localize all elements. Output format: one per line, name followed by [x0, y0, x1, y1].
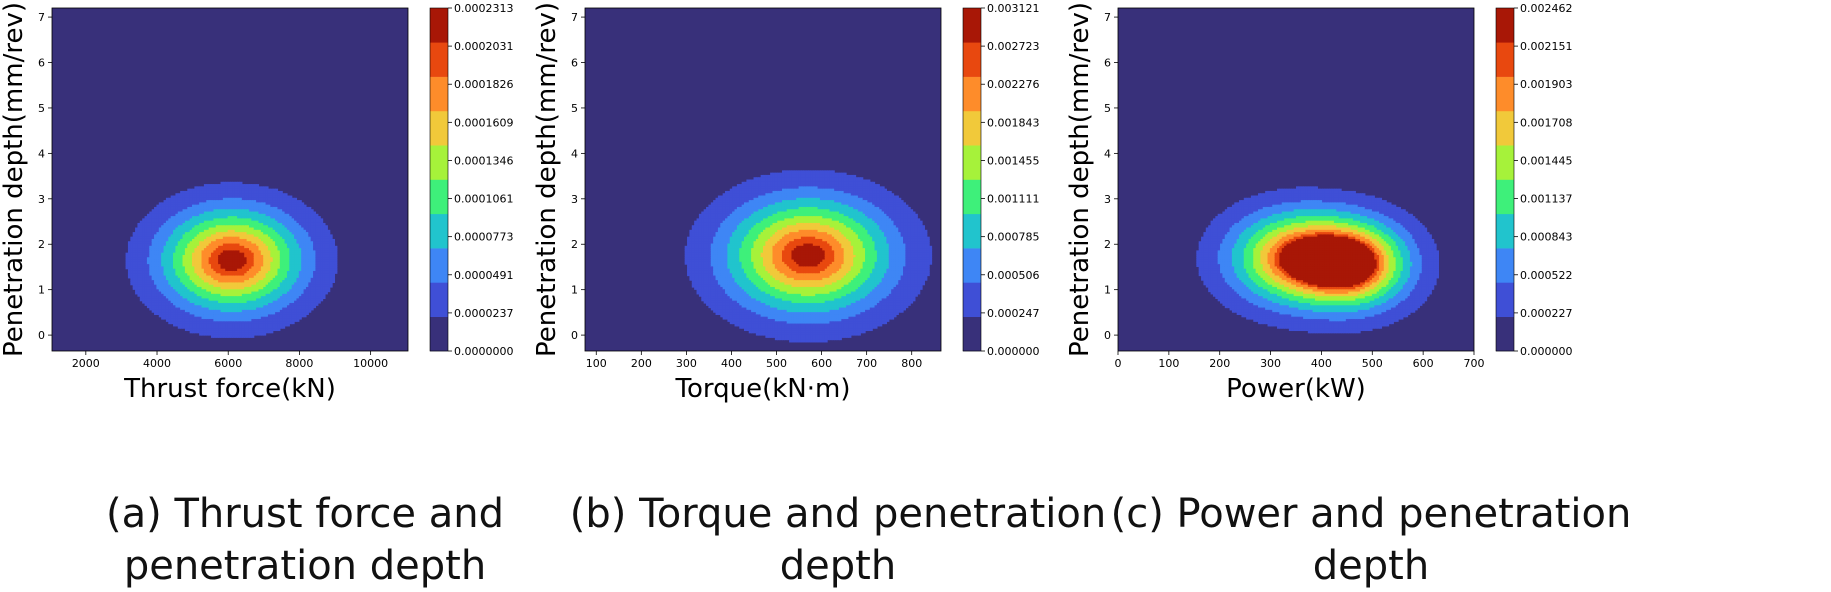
contour-cell — [332, 280, 335, 283]
colorbar-segment — [430, 145, 448, 180]
y-tick-label: 1 — [38, 284, 45, 297]
contour-fill — [126, 182, 338, 338]
colorbar-tick-label: 0.0001061 — [454, 193, 514, 206]
colorbar-tick-label: 0.0000237 — [454, 307, 514, 320]
colorbar-segment — [430, 77, 448, 112]
colorbar-tick-label: 0.0001346 — [454, 154, 514, 167]
contour-cell — [330, 285, 333, 288]
colorbar-tick-label: 0.0002031 — [454, 40, 514, 53]
x-tick-label: 6000 — [214, 357, 242, 370]
colorbar-tick-label: 0.0000000 — [454, 345, 514, 358]
colorbar-segment — [430, 180, 448, 215]
colorbar-segment — [430, 8, 448, 43]
colorbar-tick-label: 0.0000491 — [454, 269, 514, 282]
y-tick-label: 4 — [38, 147, 45, 160]
colorbar-tick-label: 0.0000773 — [454, 231, 514, 244]
y-tick-label: 7 — [38, 11, 45, 24]
x-tick-label: 8000 — [285, 357, 313, 370]
contour-cell — [327, 289, 330, 292]
contour-fill — [685, 170, 932, 342]
colorbar-segment — [430, 282, 448, 317]
y-tick-label: 0 — [38, 329, 45, 342]
chart-a: 2000 4000 6000 8000 10000 0 1 2 3 4 5 6 7 Thrust forc… — [0, 0, 610, 480]
x-tick-label: 4000 — [143, 357, 171, 370]
colorbar-tick-label: 0.0002313 — [454, 2, 514, 15]
y-tick-label: 2 — [38, 238, 45, 251]
x-tick-label: 2000 — [72, 357, 100, 370]
colorbar-segment — [430, 214, 448, 249]
colorbar-tick-label: 0.0001826 — [454, 78, 514, 91]
y-tick-label: 5 — [38, 102, 45, 115]
contour-cell — [334, 271, 337, 274]
colorbar-segment — [430, 248, 448, 283]
x-axis-label: Thrust force(kN) — [123, 374, 336, 404]
x-tick-label: 10000 — [353, 357, 388, 370]
colorbar-segment — [430, 42, 448, 77]
caption-a: (a) Thrust force and penetration depth — [0, 488, 610, 592]
colorbar-segment — [430, 111, 448, 146]
chart-panel-a: 2000 4000 6000 8000 10000 0 1 2 3 4 5 6 7 Thrust forc… — [0, 0, 610, 583]
colorbar-tick-label: 0.0001609 — [454, 116, 514, 129]
colorbar-segment — [430, 317, 448, 352]
y-tick-label: 3 — [38, 193, 45, 206]
contour-cell — [323, 296, 326, 299]
y-tick-label: 6 — [38, 57, 45, 70]
y-axis-label: Penetration depth(mm/rev) — [0, 2, 29, 357]
